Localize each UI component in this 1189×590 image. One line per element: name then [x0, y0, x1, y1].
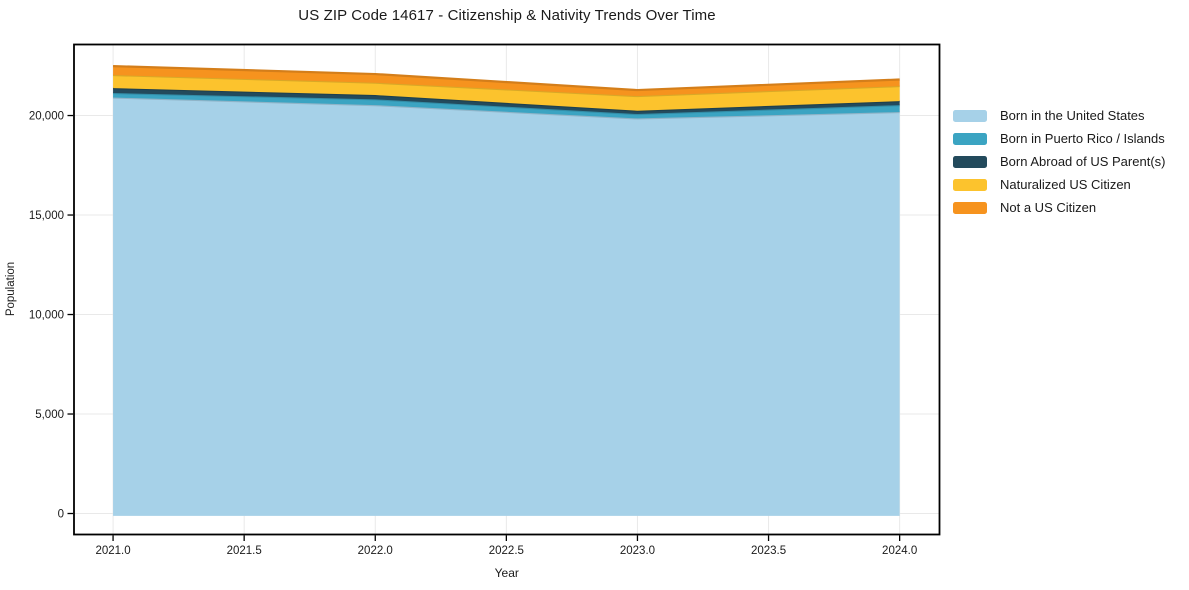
legend-swatch-not-citizen	[953, 201, 987, 214]
y-tick-label: 10,000	[29, 310, 64, 322]
legend-label: Born Abroad of US Parent(s)	[1000, 154, 1166, 169]
area-series-3	[113, 75, 900, 111]
x-tick-label: 2023.0	[620, 545, 655, 557]
legend-item-born-abroad: Born Abroad of US Parent(s)	[953, 150, 1165, 173]
legend-item-born-in-us: Born in the United States	[953, 104, 1165, 127]
legend-swatch-naturalized	[953, 178, 987, 191]
area-series-0	[113, 97, 900, 516]
x-tick-label: 2023.5	[751, 545, 786, 557]
legend-label: Not a US Citizen	[1000, 200, 1097, 215]
legend: Born in the United States Born in Puerto…	[953, 104, 1165, 219]
x-tick-label: 2022.5	[489, 545, 524, 557]
x-tick-label: 2021.0	[95, 545, 130, 557]
legend-label: Born in Puerto Rico / Islands	[1000, 131, 1165, 146]
y-tick-label: 15,000	[29, 210, 64, 222]
legend-swatch-born-abroad	[953, 155, 987, 168]
y-tick-label: 20,000	[29, 111, 64, 123]
legend-item-born-in-puerto-rico: Born in Puerto Rico / Islands	[953, 127, 1165, 150]
axes: 2021.0 2021.5 2022.0 2022.5 2023.0 2023.5 2024…	[29, 111, 917, 557]
legend-label: Born in the United States	[1000, 108, 1145, 123]
y-tick-label: 5,000	[35, 409, 64, 421]
legend-swatch-born-in-puerto-rico	[953, 132, 987, 145]
legend-swatch-born-in-us	[953, 109, 987, 122]
plot-frame	[73, 43, 941, 536]
legend-item-not-citizen: Not a US Citizen	[953, 196, 1165, 219]
x-tick-label: 2022.0	[358, 545, 393, 557]
chart-title: US ZIP Code 14617 - Citizenship & Nativi…	[298, 7, 716, 24]
area-series-2	[113, 88, 900, 115]
area-edge-4	[113, 64, 900, 92]
stacked-areas	[113, 64, 900, 516]
x-tick-label: 2021.5	[227, 545, 262, 557]
legend-item-naturalized: Naturalized US Citizen	[953, 173, 1165, 196]
legend-label: Naturalized US Citizen	[1000, 177, 1131, 192]
x-axis-label: Year	[495, 566, 519, 580]
y-axis-label: Population	[5, 262, 17, 316]
y-tick-label: 0	[58, 509, 64, 521]
x-tick-label: 2024.0	[882, 545, 917, 557]
area-series-4	[113, 66, 900, 97]
